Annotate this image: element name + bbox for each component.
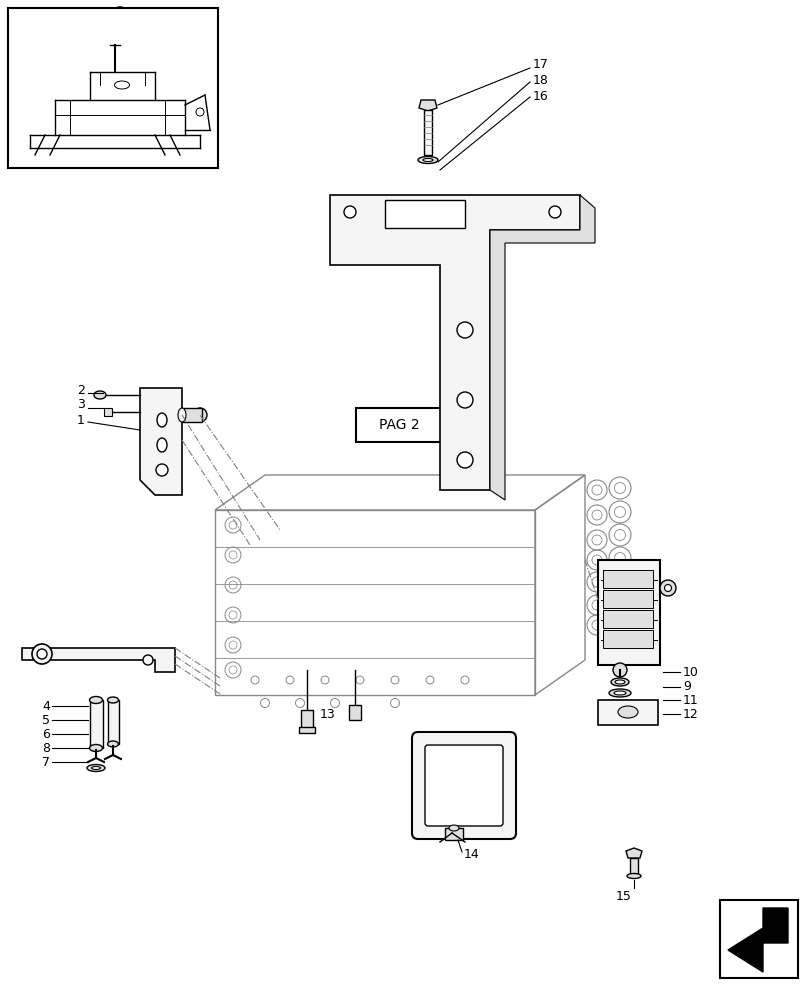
Ellipse shape — [660, 580, 676, 596]
Text: 5: 5 — [42, 714, 50, 726]
Text: 3: 3 — [77, 398, 85, 412]
Bar — [603, 570, 653, 588]
Ellipse shape — [457, 452, 473, 468]
Ellipse shape — [116, 13, 138, 31]
Bar — [603, 630, 653, 648]
Ellipse shape — [549, 206, 561, 218]
FancyBboxPatch shape — [356, 408, 442, 442]
Bar — [299, 727, 315, 733]
Ellipse shape — [143, 655, 153, 665]
Ellipse shape — [90, 744, 103, 752]
Ellipse shape — [613, 663, 627, 677]
Ellipse shape — [101, 19, 129, 41]
Polygon shape — [419, 100, 437, 111]
Polygon shape — [728, 908, 788, 972]
Bar — [182, 408, 202, 422]
Ellipse shape — [32, 644, 52, 664]
Text: 12: 12 — [683, 708, 699, 720]
Ellipse shape — [618, 706, 638, 718]
Ellipse shape — [107, 741, 119, 747]
Bar — [8, 8, 218, 168]
Bar — [424, 110, 432, 155]
Ellipse shape — [614, 691, 626, 695]
Bar — [108, 700, 119, 744]
Text: 6: 6 — [42, 728, 50, 740]
Ellipse shape — [423, 158, 433, 161]
Bar — [215, 510, 535, 695]
Ellipse shape — [615, 680, 625, 684]
Ellipse shape — [418, 156, 438, 163]
Ellipse shape — [157, 413, 167, 427]
Text: PAG 2: PAG 2 — [379, 418, 419, 432]
Text: 13: 13 — [320, 708, 336, 722]
Bar — [445, 828, 463, 840]
Polygon shape — [626, 848, 642, 858]
Ellipse shape — [627, 874, 641, 879]
Text: 10: 10 — [683, 666, 699, 678]
Ellipse shape — [344, 206, 356, 218]
Polygon shape — [140, 388, 182, 495]
Ellipse shape — [457, 392, 473, 408]
Ellipse shape — [449, 825, 459, 831]
Text: 18: 18 — [533, 74, 549, 87]
Ellipse shape — [91, 766, 100, 770]
Polygon shape — [330, 195, 580, 490]
Bar — [603, 610, 653, 628]
Text: 2: 2 — [77, 383, 85, 396]
Bar — [598, 700, 658, 725]
Ellipse shape — [102, 32, 118, 44]
Bar — [603, 590, 653, 608]
Bar — [630, 858, 638, 876]
Ellipse shape — [156, 464, 168, 476]
Ellipse shape — [94, 391, 106, 399]
Ellipse shape — [664, 584, 671, 591]
Ellipse shape — [178, 408, 186, 422]
Text: 16: 16 — [533, 91, 549, 104]
Ellipse shape — [107, 697, 119, 703]
Bar — [349, 705, 361, 720]
Text: 8: 8 — [42, 742, 50, 754]
Polygon shape — [22, 648, 175, 672]
Polygon shape — [490, 195, 595, 500]
Bar — [598, 560, 660, 665]
Ellipse shape — [157, 438, 167, 452]
Bar — [720, 900, 798, 978]
Text: 9: 9 — [683, 680, 691, 694]
Bar — [385, 200, 465, 228]
Ellipse shape — [87, 764, 105, 772]
Text: 17: 17 — [533, 58, 549, 72]
Text: 14: 14 — [464, 848, 480, 861]
Ellipse shape — [90, 696, 103, 704]
FancyBboxPatch shape — [412, 732, 516, 839]
Ellipse shape — [37, 649, 47, 659]
Ellipse shape — [457, 322, 473, 338]
Ellipse shape — [193, 408, 207, 422]
Text: 15: 15 — [616, 890, 632, 902]
Text: 7: 7 — [42, 756, 50, 768]
Ellipse shape — [122, 25, 138, 39]
Bar — [90, 700, 103, 748]
Ellipse shape — [96, 14, 114, 30]
Text: 11: 11 — [683, 694, 699, 706]
Bar — [301, 710, 313, 728]
Ellipse shape — [609, 689, 631, 697]
Text: 4: 4 — [42, 700, 50, 712]
Bar — [104, 408, 112, 416]
Ellipse shape — [111, 7, 129, 21]
FancyBboxPatch shape — [425, 745, 503, 826]
Ellipse shape — [611, 678, 629, 686]
Text: 1: 1 — [77, 414, 85, 426]
